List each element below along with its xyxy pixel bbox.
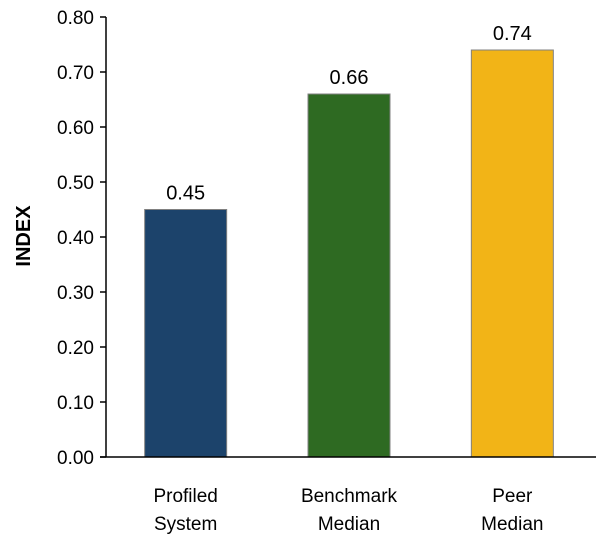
y-tick-label-0: 0.00 <box>57 448 94 469</box>
bar-2 <box>307 93 391 458</box>
labels-layer: 0.45 0.66 0.74 0.00 0.10 0.20 0.30 0.40 0.50 0.60… <box>57 8 543 535</box>
x-tick-label-2: Benchmark Median <box>301 486 398 535</box>
x-tick-label-1-line-1: Profiled <box>153 486 217 507</box>
x-tick-label-2-line-2: Median <box>318 514 380 535</box>
y-tick-label-7: 0.70 <box>57 63 94 84</box>
x-tick-label-2-line-1: Benchmark <box>301 486 398 507</box>
y-tick-label-2: 0.20 <box>57 338 94 359</box>
y-tick-label-6: 0.60 <box>57 118 94 139</box>
data-label-2: 0.66 <box>330 67 369 89</box>
y-tick-label-8: 0.80 <box>57 8 94 29</box>
x-tick-label-1-line-2: System <box>154 514 217 535</box>
x-tick-label-3-line-2: Median <box>481 514 543 535</box>
y-tick-label-1: 0.10 <box>57 393 94 414</box>
y-tick-label-3: 0.30 <box>57 283 94 304</box>
axes-layer <box>100 16 596 458</box>
bar-1 <box>144 209 228 458</box>
x-tick-label-3: Peer Median <box>481 486 543 535</box>
y-axis-title-group: INDEX <box>13 205 35 267</box>
y-axis-title: INDEX <box>13 205 35 267</box>
y-tick-label-5: 0.50 <box>57 173 94 194</box>
bar-3 <box>470 49 554 458</box>
data-label-3: 0.74 <box>493 23 532 45</box>
y-tick-label-4: 0.40 <box>57 228 94 249</box>
x-tick-label-1: Profiled System <box>153 486 217 535</box>
x-tick-label-3-line-1: Peer <box>492 486 533 507</box>
bars-layer <box>144 49 554 458</box>
data-label-1: 0.45 <box>166 183 205 205</box>
